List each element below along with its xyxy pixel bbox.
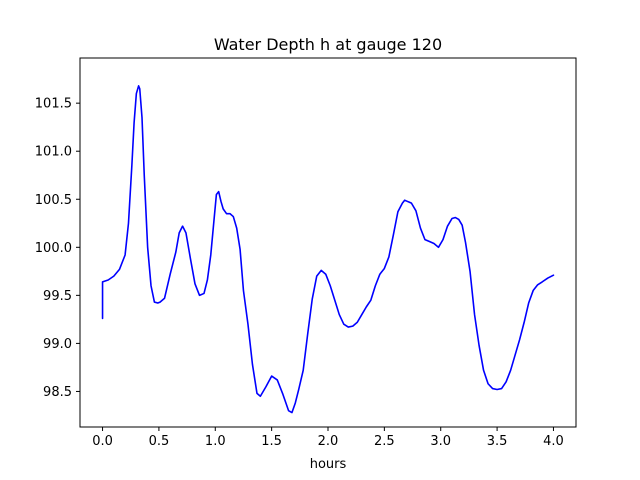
x-tick-label: 1.0 [205,434,226,449]
y-tick-label: 101.0 [35,145,72,160]
x-axis-ticks: 0.0 0.5 1.0 1.5 2.0 2.5 3.0 3.5 4.0 [92,427,564,449]
y-tick-label: 100.0 [35,241,72,256]
x-tick-label: 2.5 [374,434,395,449]
y-tick-label: 101.5 [35,97,72,112]
y-tick-label: 99.5 [43,289,72,304]
x-tick-label: 3.0 [430,434,451,449]
x-tick-label: 4.0 [543,434,564,449]
x-tick-label: 0.5 [149,434,170,449]
x-tick-label: 2.0 [318,434,339,449]
y-tick-label: 100.5 [35,193,72,208]
x-tick-label: 3.5 [487,434,508,449]
x-tick-label: 1.5 [261,434,282,449]
y-tick-label: 99.0 [43,337,72,352]
axes-frame [79,57,577,428]
y-axis-ticks: 98.5 99.0 99.5 100.0 100.5 101.0 101.5 [35,97,80,400]
plot-area [101,85,555,414]
series-line-1 [101,85,555,414]
x-axis-label: hours [310,457,347,472]
y-tick-label: 98.5 [43,385,72,400]
x-tick-label: 0.0 [92,434,113,449]
chart-title: Water Depth h at gauge 120 [214,35,442,54]
